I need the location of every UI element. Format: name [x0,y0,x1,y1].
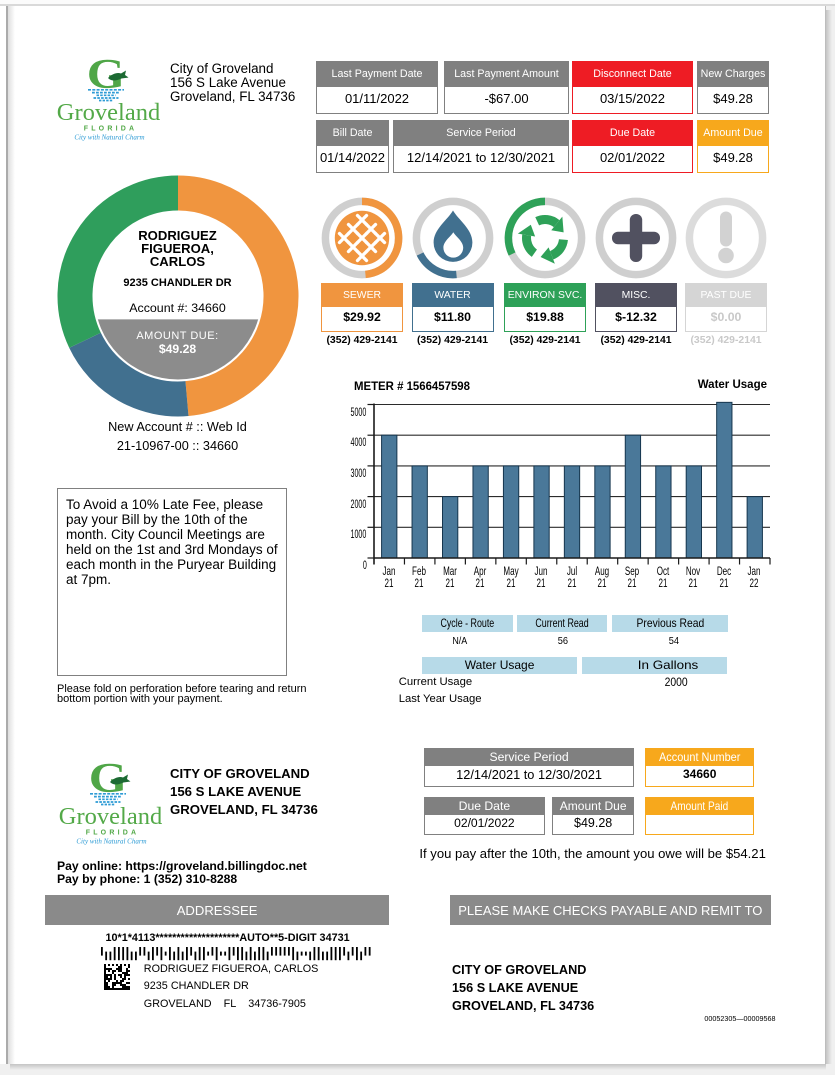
svg-text:FLORIDA: FLORIDA [86,829,140,836]
svg-text:City with Natural Charm: City with Natural Charm [74,134,144,142]
svg-text:Groveland: Groveland [57,99,160,126]
svg-text:Groveland: Groveland [59,803,162,830]
svg-text:FLORIDA: FLORIDA [84,126,138,133]
svg-text:City with Natural Charm: City with Natural Charm [76,837,146,845]
